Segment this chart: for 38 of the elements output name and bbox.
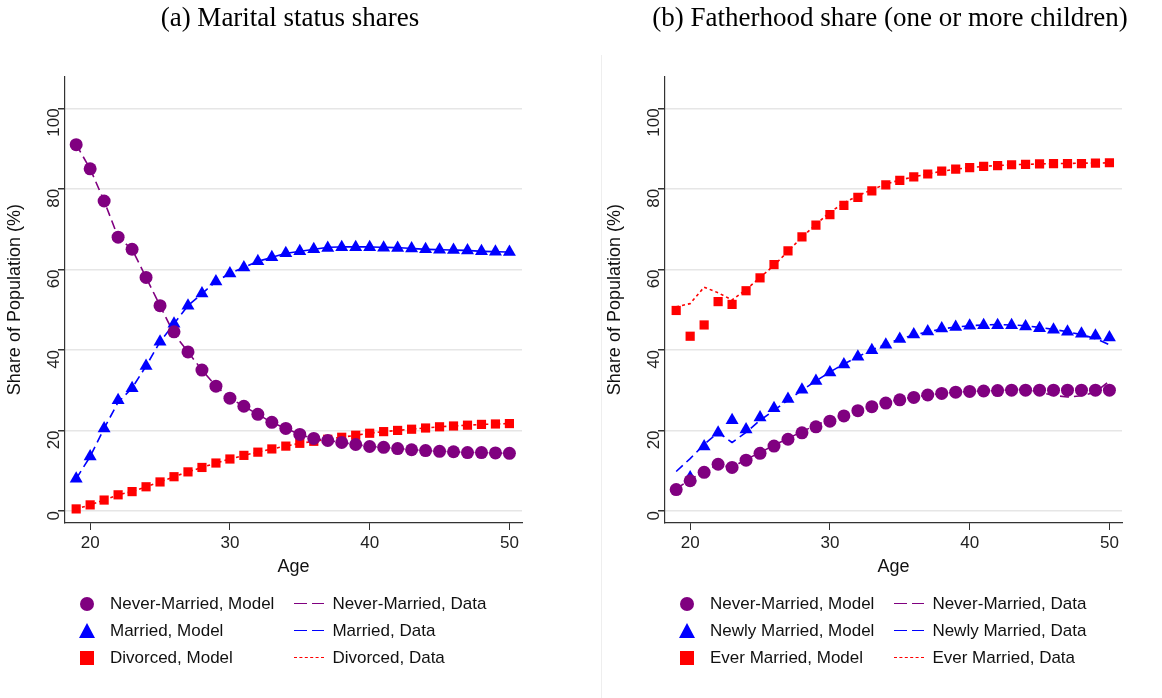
legend-label: Never-Married, Model	[710, 593, 875, 614]
legend-label: Ever Married, Model	[710, 647, 864, 668]
x-tick-label: 20	[680, 532, 700, 552]
y-tick-label: 80	[643, 188, 663, 208]
legend-label: Never-Married, Data	[332, 593, 487, 614]
y-tick-label: 40	[643, 349, 663, 369]
legend-label: Newly Married, Model	[710, 620, 875, 641]
y-tick-label: 100	[43, 108, 63, 137]
x-axis-title: Age	[877, 556, 910, 577]
legend-label: Divorced, Data	[332, 647, 445, 668]
legend-label: Married, Data	[332, 620, 436, 641]
x-tick-label: 40	[360, 532, 380, 552]
x-tick-label: 50	[1099, 532, 1119, 552]
y-tick-label: 0	[43, 510, 63, 521]
y-axis-title: Share of Population (%)	[3, 204, 24, 396]
y-tick-label: 80	[43, 188, 63, 208]
x-tick-label: 50	[499, 532, 519, 552]
y-tick-label: 60	[643, 269, 663, 289]
y-tick-label: 20	[643, 430, 663, 450]
legend-label: Married, Model	[110, 620, 224, 641]
chart-title: (b) Fatherhood share (one or more children)	[651, 2, 1129, 33]
legend-label: Divorced, Model	[110, 647, 233, 668]
x-axis-title: Age	[277, 556, 310, 577]
y-tick-label: 60	[43, 269, 63, 289]
legend-label: Never-Married, Model	[110, 593, 275, 614]
x-tick-label: 20	[80, 532, 100, 552]
chart-title: (a) Marital status shares	[159, 2, 421, 33]
y-axis-title: Share of Population (%)	[603, 204, 624, 396]
x-tick-label: 30	[820, 532, 840, 552]
y-tick-label: 0	[643, 510, 663, 521]
y-tick-label: 40	[43, 349, 63, 369]
x-tick-label: 40	[960, 532, 980, 552]
y-tick-label: 20	[43, 430, 63, 450]
legend-label: Never-Married, Data	[932, 593, 1087, 614]
legend-label: Ever Married, Data	[932, 647, 1076, 668]
legend-label: Newly Married, Data	[932, 620, 1087, 641]
x-tick-label: 30	[220, 532, 240, 552]
y-tick-label: 100	[643, 108, 663, 137]
